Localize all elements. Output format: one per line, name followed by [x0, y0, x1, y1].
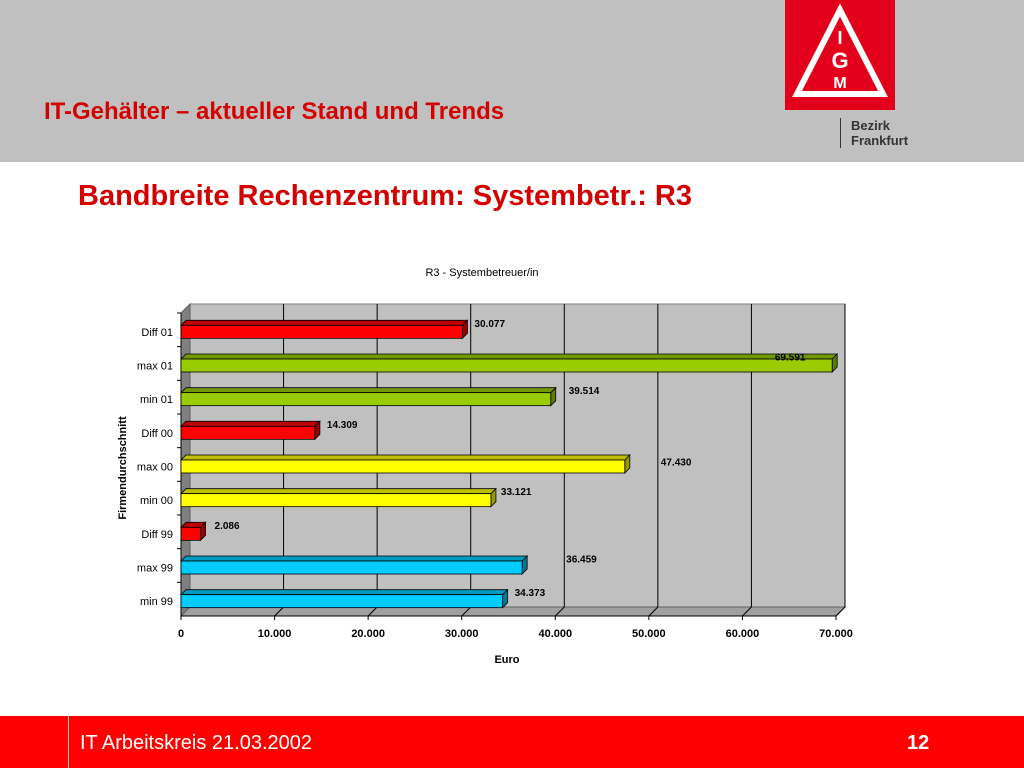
x-tick-label: 40.000	[538, 628, 572, 640]
bar	[180, 493, 492, 508]
bar	[180, 459, 626, 474]
data-label: 39.514	[569, 386, 600, 397]
x-tick-label: 50.000	[632, 628, 666, 640]
bar	[180, 425, 316, 440]
y-tick-label: max 99	[137, 563, 173, 575]
bar-top	[180, 353, 839, 360]
bar-top	[180, 387, 557, 394]
bar	[180, 526, 201, 541]
data-label: 69.591	[775, 353, 806, 364]
gridline-floor	[367, 606, 378, 617]
bar-top	[180, 454, 631, 461]
bezirk-line2: Frankfurt	[851, 133, 909, 148]
gridline-floor	[554, 606, 565, 617]
y-tick-label: min 00	[140, 495, 173, 507]
data-label: 36.459	[566, 555, 597, 566]
y-axis-title: Firmendurchschnitt	[117, 416, 129, 520]
y-tick-label: max 00	[137, 462, 173, 474]
header-title: IT-Gehälter – aktueller Stand und Trends	[44, 98, 505, 125]
bar	[180, 392, 552, 407]
bar-top	[180, 488, 497, 495]
gridline-floor	[648, 606, 659, 617]
x-tick-label: 70.000	[819, 628, 853, 640]
bezirk-label: Bezirk Frankfurt	[840, 118, 908, 148]
slide-title: Bandbreite Rechenzentrum: Systembetr.: R…	[78, 180, 692, 212]
data-label: 47.430	[661, 458, 692, 469]
data-label: 34.373	[515, 588, 546, 599]
bezirk-line1: Bezirk	[851, 118, 891, 133]
y-tick-label: Diff 00	[141, 428, 173, 440]
footer-divider	[68, 716, 69, 768]
y-tick-label: Diff 01	[141, 327, 173, 339]
bar-top	[180, 319, 469, 326]
y-tick-label: Diff 99	[141, 529, 173, 541]
data-label: 2.086	[215, 521, 240, 532]
x-tick-label: 10.000	[258, 628, 292, 640]
y-tick-label: min 99	[140, 596, 173, 608]
gridline-floor	[742, 606, 752, 617]
x-tick-label: 60.000	[726, 628, 760, 640]
gridline-floor	[274, 606, 284, 617]
x-tick-label: 0	[178, 628, 184, 640]
data-label: 30.077	[474, 319, 505, 330]
slide-header: IT-Gehälter – aktueller Stand und Trends…	[0, 0, 1024, 162]
slide-footer: IT Arbeitskreis 21.03.2002 12	[0, 716, 1024, 768]
bar-top	[180, 555, 529, 562]
x-axis-title: Euro	[494, 654, 519, 666]
logo-letter-g: G	[831, 48, 848, 73]
y-tick-label: min 01	[140, 394, 173, 406]
igm-logo: I G M	[785, 0, 895, 110]
bar	[180, 324, 463, 339]
bar	[180, 594, 504, 609]
bar-top	[180, 589, 509, 596]
plot-floor	[179, 606, 847, 617]
gridline-floor	[835, 606, 846, 617]
y-tick-label: max 01	[137, 361, 173, 373]
page-number: 12	[907, 732, 930, 754]
gridline-floor	[461, 606, 472, 617]
data-label: 14.309	[327, 420, 358, 431]
footer-text: IT Arbeitskreis 21.03.2002	[80, 732, 312, 754]
logo-letter-i: I	[837, 28, 842, 48]
x-tick-label: 20.000	[351, 628, 385, 640]
chart-title: R3 - Systembetreuer/in	[425, 267, 538, 279]
bar	[180, 560, 523, 575]
x-tick-label: 30.000	[445, 628, 479, 640]
data-label: 33.121	[501, 487, 532, 498]
logo-letter-m: M	[833, 75, 846, 92]
bar	[180, 358, 833, 373]
bar-top	[180, 420, 321, 427]
